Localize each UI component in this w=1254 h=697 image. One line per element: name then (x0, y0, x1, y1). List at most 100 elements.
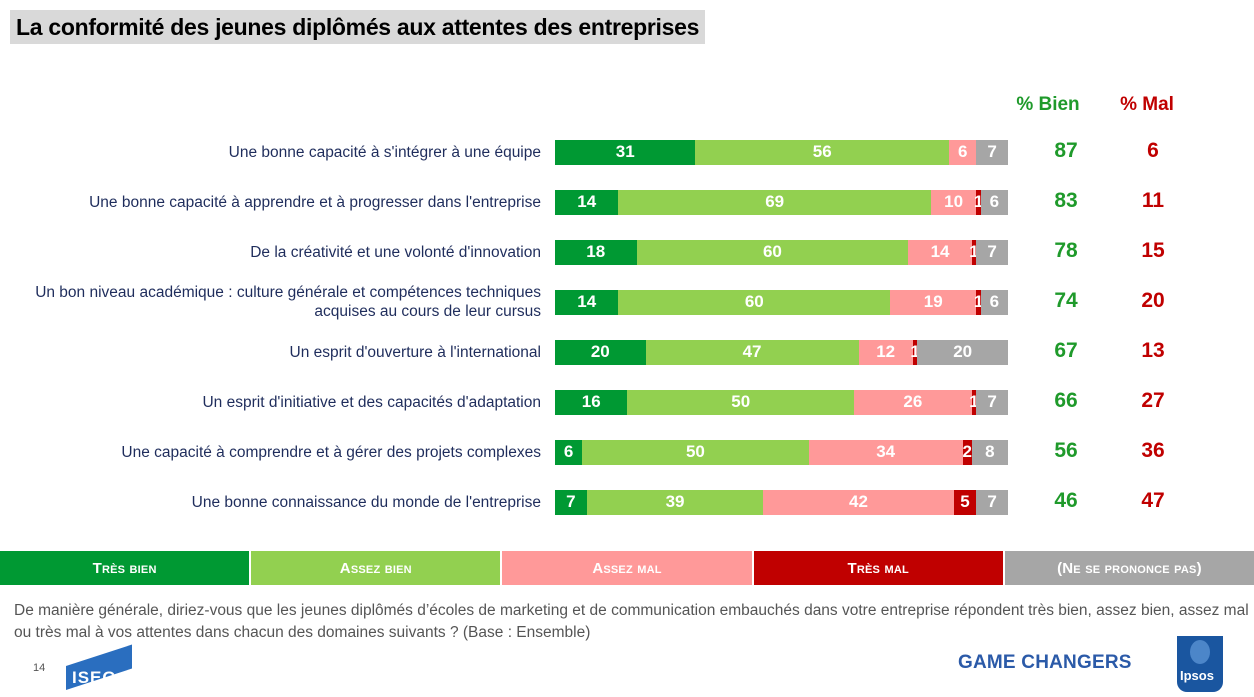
data-label: 1 (973, 192, 984, 211)
pct-mal-value: 11 (1141, 189, 1165, 212)
legend-entry: Assez bien (251, 551, 501, 585)
stacked-bar-chart: Une bonne capacité à s'intégrer à une éq… (35, 139, 1165, 515)
bar-segment: 16 (555, 389, 628, 415)
data-label: 14 (577, 192, 597, 211)
bar-segment: 12 (858, 339, 913, 365)
category-label: Un esprit d'initiative et des capacités … (202, 393, 541, 411)
data-label: 8 (985, 442, 995, 461)
data-label: 14 (577, 292, 597, 311)
data-label: 2 (962, 442, 972, 461)
category-label: De la créativité et une volonté d'innova… (250, 243, 541, 261)
bar-segment: 20 (917, 339, 1008, 365)
iseg-logo-text: ISEG (72, 668, 117, 687)
bar-segment: 60 (618, 289, 891, 315)
column-header-bien: % Bien (1016, 94, 1080, 115)
bar-segment: 5 (953, 489, 977, 515)
pct-bien-value: 67 (1054, 339, 1078, 362)
data-label: 56 (812, 142, 832, 161)
bar-segment: 14 (555, 189, 619, 215)
bar-segment: 6 (980, 189, 1008, 215)
pct-mal-value: 27 (1141, 389, 1165, 412)
pct-mal-value: 6 (1147, 139, 1159, 162)
bar-segment: 39 (586, 489, 764, 515)
category-label: Un esprit d'ouverture à l'international (289, 343, 541, 361)
data-label: 7 (987, 242, 997, 261)
bar-segment: 10 (930, 189, 977, 215)
data-label: 12 (876, 342, 896, 361)
data-label: 7 (987, 142, 997, 161)
data-label: 1 (969, 392, 979, 411)
bar-segment: 42 (763, 489, 954, 515)
bar-segment: 6 (555, 439, 583, 465)
data-label: 1 (973, 292, 984, 311)
bar-segment: 1 (969, 239, 979, 265)
data-label: 42 (849, 492, 868, 511)
data-label: 6 (989, 192, 1000, 211)
legend-entry: Très mal (753, 551, 1003, 585)
data-label: 19 (923, 292, 943, 311)
bar-segment: 7 (976, 239, 1008, 265)
category-label: Une bonne capacité à apprendre et à prog… (89, 193, 541, 211)
data-label: 39 (665, 492, 685, 511)
bar-segment: 60 (636, 239, 909, 265)
survey-question: De manière générale, diriez-vous que les… (14, 602, 1249, 641)
column-header-mal: % Mal (1120, 94, 1174, 115)
data-label: 1 (969, 242, 979, 261)
data-label: 5 (960, 492, 970, 511)
bar-segment: 26 (853, 389, 972, 415)
pct-bien-value: 46 (1054, 489, 1078, 512)
pct-bien-value: 74 (1054, 289, 1078, 312)
bar-segment: 14 (908, 239, 972, 265)
data-label: 7 (987, 492, 997, 511)
legend-entry: Très bien (0, 551, 250, 585)
legend-entry: (Ne se prononce pas) (1004, 551, 1254, 585)
bar-segment: 1 (969, 389, 979, 415)
data-label: 18 (586, 242, 606, 261)
category-label: Une bonne connaissance du monde de l'ent… (191, 493, 541, 511)
pct-bien-value: 56 (1054, 439, 1078, 462)
game-changers-tagline: GAME CHANGERS (958, 652, 1132, 673)
bar-segment: 6 (949, 139, 977, 165)
ipsos-logo-text: Ipsos (1180, 668, 1214, 683)
bar-segment: 18 (555, 239, 637, 265)
bar-segment: 7 (976, 389, 1008, 415)
bar-segment: 7 (976, 489, 1008, 515)
data-label: 50 (685, 442, 705, 461)
bar-segment: 1 (973, 189, 984, 215)
bar-segment: 7 (976, 139, 1008, 165)
data-label: 1 (910, 342, 920, 361)
pct-mal-value: 13 (1141, 339, 1165, 362)
pct-bien-value: 66 (1054, 389, 1078, 412)
bar-segment: 1 (910, 339, 920, 365)
bar-segment: 47 (645, 339, 859, 365)
bar-segment: 19 (890, 289, 977, 315)
iseg-logo: ISEG (66, 644, 134, 692)
pct-mal-value: 20 (1141, 289, 1165, 312)
chart-title: La conformité des jeunes diplômés aux at… (10, 10, 706, 44)
pct-bien-value: 83 (1054, 189, 1078, 212)
pct-mal-value: 36 (1141, 439, 1165, 462)
bar-segment: 2 (962, 439, 972, 465)
pct-bien-value: 87 (1054, 139, 1078, 162)
pct-bien-value: 78 (1054, 239, 1078, 262)
data-label: 20 (590, 342, 610, 361)
category-label: Une bonne capacité à s'intégrer à une éq… (228, 143, 541, 161)
bar-segment: 50 (582, 439, 809, 465)
data-label: 16 (581, 392, 601, 411)
chart-legend: Très bien Assez bien Assez mal Très mal (Ne … (0, 551, 1254, 585)
bar-segment: 31 (555, 139, 696, 165)
data-label: 6 (563, 442, 574, 461)
data-label: 7 (566, 492, 576, 511)
data-label: 20 (953, 342, 973, 361)
data-label: 7 (987, 392, 997, 411)
category-label: Un bon niveau académique : culture génér… (35, 284, 541, 320)
data-label: 60 (744, 292, 764, 311)
data-label: 50 (731, 392, 751, 411)
data-label: 6 (989, 292, 1000, 311)
data-label: 47 (742, 342, 762, 361)
bar-segment: 69 (618, 189, 931, 215)
bar-segment: 1 (973, 289, 984, 315)
bar-segment: 7 (555, 489, 587, 515)
data-label: 6 (957, 142, 968, 161)
page-number: 14 (33, 662, 46, 674)
